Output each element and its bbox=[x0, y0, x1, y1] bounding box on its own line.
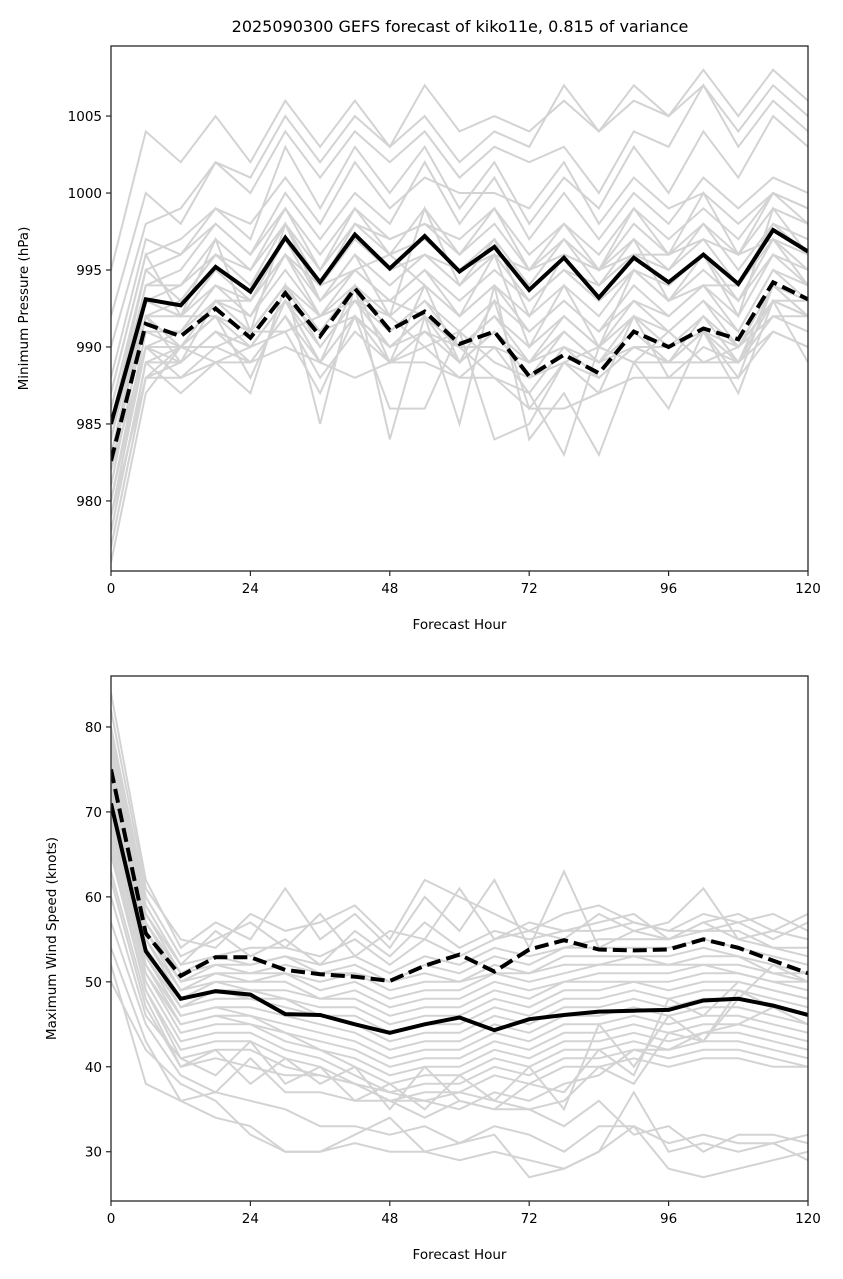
pressure-y-tick-label: 980 bbox=[76, 494, 102, 510]
pressure-member-line bbox=[111, 114, 808, 379]
wind-series-lines bbox=[111, 768, 808, 1035]
wind-x-ticks: 0 24 48 72 96 120 bbox=[107, 1201, 821, 1227]
pressure-member-line bbox=[111, 314, 808, 548]
wind-member-line bbox=[111, 786, 808, 1026]
pressure-y-axis-label: Minimum Pressure (hPa) bbox=[16, 227, 32, 391]
pressure-axes-frame bbox=[110, 45, 809, 572]
wind-member-line bbox=[111, 964, 808, 1179]
wind-x-tick-label: 24 bbox=[242, 1211, 259, 1227]
pressure-member-line bbox=[111, 281, 808, 532]
wind-x-tick-label: 120 bbox=[795, 1211, 821, 1227]
pressure-member-line bbox=[111, 284, 808, 532]
pressure-y-ticks: 980 985 990 995 1000 1005 bbox=[68, 109, 111, 510]
pressure-series-lines bbox=[111, 227, 808, 462]
wind-member-line bbox=[111, 803, 808, 1051]
pressure-member-line bbox=[111, 191, 808, 425]
wind-mean-line bbox=[111, 802, 808, 1035]
wind-member-line bbox=[111, 786, 808, 1017]
wind-x-tick-label: 0 bbox=[107, 1211, 116, 1227]
pressure-x-ticks: 0 24 48 72 96 120 bbox=[107, 571, 821, 597]
pressure-x-tick-label: 48 bbox=[381, 581, 398, 597]
pressure-y-tick-label: 1000 bbox=[68, 186, 102, 202]
wind-x-axis-label: Forecast Hour bbox=[413, 1247, 507, 1263]
wind-y-tick-label: 80 bbox=[85, 720, 102, 736]
pressure-x-tick-label: 24 bbox=[242, 581, 259, 597]
wind-reconstruction-line bbox=[111, 768, 808, 984]
pressure-member-line bbox=[111, 206, 808, 440]
chart-title: 2025090300 GEFS forecast of kiko11e, 0.8… bbox=[232, 17, 689, 36]
wind-member-line bbox=[111, 777, 808, 1000]
wind-member-line bbox=[111, 735, 808, 967]
pressure-x-tick-label: 120 bbox=[795, 581, 821, 597]
pressure-member-line bbox=[111, 190, 808, 425]
wind-member-line bbox=[111, 692, 808, 951]
wind-y-tick-label: 70 bbox=[85, 805, 102, 821]
pressure-y-tick-label: 985 bbox=[76, 417, 102, 433]
wind-member-line bbox=[111, 837, 808, 1094]
pressure-mean-line bbox=[111, 227, 808, 425]
pressure-member-line bbox=[111, 282, 808, 440]
pressure-x-tick-label: 72 bbox=[521, 581, 538, 597]
wind-member-line bbox=[111, 981, 808, 1179]
wind-axes-frame bbox=[110, 675, 809, 1202]
pressure-member-line bbox=[111, 330, 808, 471]
pressure-y-tick-label: 1005 bbox=[68, 109, 102, 125]
pressure-member-line bbox=[111, 83, 808, 348]
pressure-x-tick-label: 96 bbox=[660, 581, 677, 597]
wind-member-line bbox=[111, 820, 808, 1077]
pressure-y-tick-label: 995 bbox=[76, 263, 102, 279]
pressure-x-axis-label: Forecast Hour bbox=[413, 617, 507, 633]
wind-member-line bbox=[111, 811, 808, 1060]
pressure-member-line bbox=[111, 68, 808, 271]
pressure-panel: 0 24 48 72 96 120 980 985 990 995 1000 1005 Foreca… bbox=[16, 45, 821, 633]
wind-x-tick-label: 72 bbox=[521, 1211, 538, 1227]
wind-member-line bbox=[111, 896, 808, 1112]
wind-y-tick-label: 50 bbox=[85, 975, 102, 991]
pressure-member-line bbox=[111, 298, 808, 517]
wind-y-tick-label: 60 bbox=[85, 890, 102, 906]
pressure-member-line bbox=[111, 205, 808, 394]
pressure-y-tick-label: 990 bbox=[76, 340, 102, 356]
wind-member-lines bbox=[111, 692, 808, 1179]
wind-member-line bbox=[111, 794, 808, 1043]
wind-member-line bbox=[111, 769, 808, 992]
pressure-x-tick-label: 0 bbox=[107, 581, 116, 597]
wind-x-tick-label: 48 bbox=[381, 1211, 398, 1227]
wind-member-line bbox=[111, 811, 808, 1068]
wind-member-line bbox=[111, 922, 808, 1153]
wind-x-tick-label: 96 bbox=[660, 1211, 677, 1227]
pressure-member-line bbox=[111, 237, 808, 486]
wind-member-line bbox=[111, 777, 808, 1009]
pressure-member-lines bbox=[111, 68, 808, 563]
pressure-reconstruction-line bbox=[111, 279, 808, 462]
wind-y-tick-label: 30 bbox=[85, 1145, 102, 1161]
wind-member-line bbox=[111, 709, 808, 949]
pressure-member-line bbox=[111, 299, 808, 563]
pressure-member-line bbox=[111, 298, 808, 532]
pressure-member-line bbox=[111, 83, 808, 317]
pressure-member-line bbox=[111, 160, 808, 394]
wind-y-ticks: 30 40 50 60 70 80 bbox=[85, 720, 111, 1161]
wind-y-tick-label: 40 bbox=[85, 1060, 102, 1076]
wind-y-axis-label: Maximum Wind Speed (knots) bbox=[44, 837, 60, 1040]
